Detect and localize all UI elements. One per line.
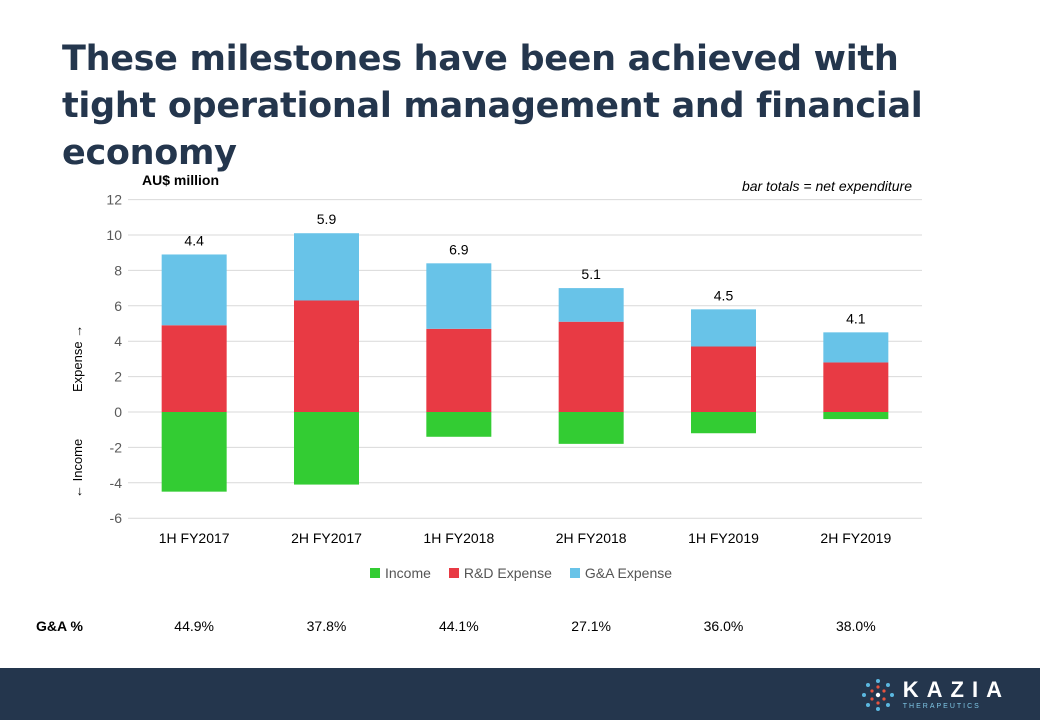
bar-r-d-expense bbox=[823, 362, 889, 412]
y-tick-label: 12 bbox=[106, 192, 122, 208]
y-tick-label: -2 bbox=[110, 439, 123, 455]
bar-g-a-expense bbox=[691, 309, 756, 347]
x-tick-label: 2H FY2018 bbox=[556, 530, 627, 546]
legend-item: R&D Expense bbox=[448, 565, 552, 581]
kazia-logo-icon bbox=[861, 679, 894, 711]
y-tick-label: 0 bbox=[114, 404, 122, 420]
bar-g-a-expense bbox=[558, 288, 624, 322]
bar-g-a-expense bbox=[823, 332, 889, 363]
bar-total-label: 4.5 bbox=[714, 287, 734, 303]
slide-title: These milestones have been achieved with… bbox=[62, 39, 923, 173]
y-tick-label: -6 bbox=[110, 510, 123, 526]
ga-percent-value: 38.0% bbox=[835, 618, 876, 634]
legend-swatch bbox=[569, 568, 580, 578]
logo-wordmark: KAZIA bbox=[902, 677, 1010, 702]
kazia-logo: KAZIA THERAPEUTICS bbox=[861, 678, 1010, 712]
legend-swatch bbox=[448, 568, 459, 578]
y-tick-label: 10 bbox=[106, 227, 122, 243]
ga-percent-value: 44.9% bbox=[174, 618, 214, 634]
ga-percent-row: G&A % 44.9% 37.8% 44.1% 27.1% 36.0% 38.0% bbox=[0, 618, 1040, 638]
chart-legend: Income R&D Expense G&A Expense bbox=[370, 565, 672, 581]
y-tick-label: 4 bbox=[114, 333, 122, 349]
x-tick-label: 1H FY2017 bbox=[159, 530, 230, 546]
bar-r-d-expense bbox=[426, 328, 492, 412]
logo-subtitle: THERAPEUTICS bbox=[902, 703, 981, 710]
units-label: AU$ million bbox=[142, 172, 220, 188]
bar-total-label: 4.1 bbox=[846, 310, 866, 326]
legend-swatch bbox=[370, 568, 380, 578]
bar-g-a-expense bbox=[294, 233, 359, 301]
bar-r-d-expense bbox=[558, 321, 624, 412]
bar-total-label: 5.1 bbox=[581, 266, 601, 282]
ga-percent-value: 44.1% bbox=[438, 618, 479, 634]
bar-income bbox=[294, 412, 359, 485]
bar-g-a-expense bbox=[161, 254, 227, 326]
bar-r-d-expense bbox=[161, 325, 227, 412]
bar-total-label: 6.9 bbox=[449, 241, 469, 257]
y-tick-label: -4 bbox=[110, 475, 123, 491]
bar-income bbox=[558, 412, 624, 444]
y-tick-label: 2 bbox=[114, 369, 122, 385]
legend-item: G&A Expense bbox=[569, 565, 673, 581]
bar-r-d-expense bbox=[691, 346, 756, 412]
ga-percent-value: 37.8% bbox=[306, 618, 347, 634]
stacked-bar-chart: 12 10 8 6 4 2 0 -2 -4 -6 4.4 1H FY2017 5.9 2H FY2017 6… bbox=[106, 192, 922, 546]
ga-percent-value: 27.1% bbox=[571, 618, 611, 634]
x-tick-label: 2H FY2017 bbox=[291, 530, 362, 546]
y-tick-label: 6 bbox=[114, 298, 122, 314]
ga-percent-value: 36.0% bbox=[703, 618, 744, 634]
legend-item: Income bbox=[370, 565, 431, 581]
ga-row-label: G&A % bbox=[36, 618, 83, 634]
legend-label: G&A Expense bbox=[584, 565, 673, 581]
legend-label: Income bbox=[385, 565, 431, 581]
x-tick-label: 1H FY2018 bbox=[423, 530, 494, 546]
bar-income bbox=[161, 412, 227, 492]
bar-total-label: 4.4 bbox=[184, 232, 204, 248]
chart-note: bar totals = net expenditure bbox=[741, 178, 912, 194]
x-tick-label: 2H FY2019 bbox=[820, 530, 891, 546]
bar-r-d-expense bbox=[294, 300, 359, 412]
footer-bar: KAZIA THERAPEUTICS bbox=[0, 668, 1040, 720]
bar-income bbox=[823, 412, 889, 420]
x-tick-label: 1H FY2019 bbox=[688, 530, 759, 546]
bar-total-label: 5.9 bbox=[317, 211, 337, 227]
y-tick-label: 8 bbox=[114, 262, 122, 278]
bar-income bbox=[426, 412, 492, 437]
bar-income bbox=[691, 412, 756, 434]
bar-g-a-expense bbox=[426, 263, 492, 329]
legend-label: R&D Expense bbox=[463, 565, 552, 581]
